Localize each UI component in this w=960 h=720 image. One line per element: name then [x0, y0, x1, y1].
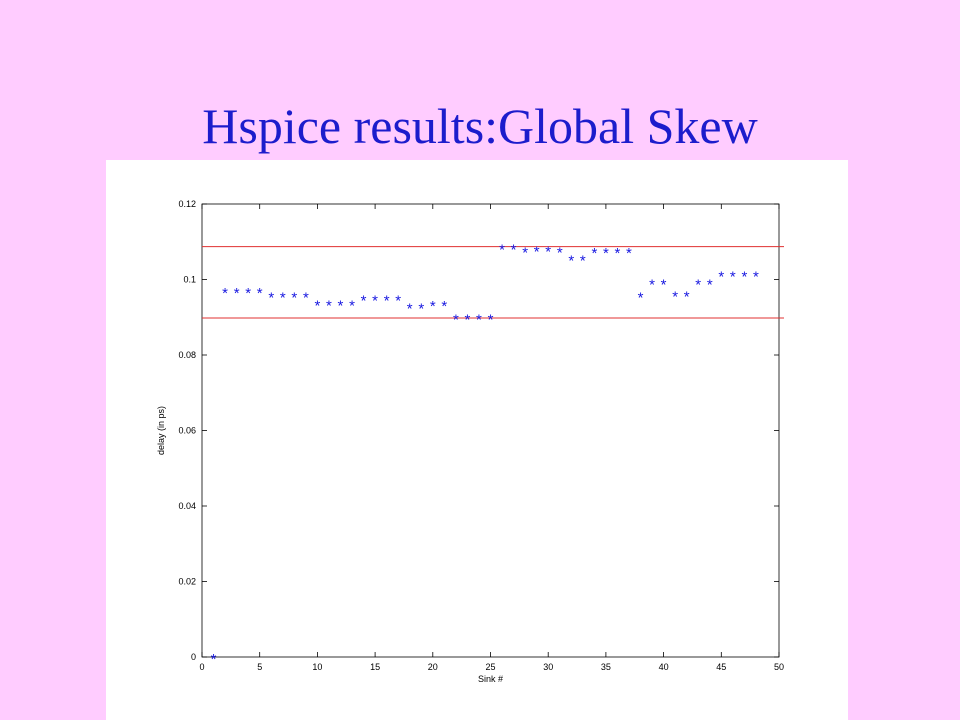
data-point: *: [464, 311, 470, 328]
plot-frame: [201, 203, 780, 658]
data-point: *: [730, 269, 736, 286]
data-point: *: [441, 298, 447, 315]
data-point: *: [372, 292, 378, 309]
data-point: *: [741, 269, 747, 286]
y-tick-label: 0.08: [178, 350, 196, 360]
data-point: *: [430, 298, 436, 315]
y-tick-label: 0.02: [178, 577, 196, 587]
data-point: *: [522, 244, 528, 261]
x-axis-label: Sink #: [478, 674, 503, 684]
y-tick-label: 0.12: [178, 199, 196, 209]
data-point: *: [511, 241, 517, 258]
x-tick-label: 10: [312, 662, 322, 672]
data-point: *: [661, 277, 667, 294]
data-point: *: [234, 285, 240, 302]
slide-title: Hspice results:Global Skew: [202, 98, 758, 154]
data-point: *: [314, 297, 320, 314]
data-point: *: [499, 241, 505, 258]
data-point: *: [534, 243, 540, 260]
data-point: *: [418, 301, 424, 318]
data-point: *: [753, 269, 759, 286]
data-point: *: [326, 297, 332, 314]
data-point: *: [591, 245, 597, 262]
data-point: *: [453, 311, 459, 328]
data-point: *: [707, 277, 713, 294]
data-point: *: [615, 245, 621, 262]
y-axis-label: delay (in ps): [156, 406, 166, 455]
x-tick-label: 15: [370, 662, 380, 672]
y-tick-label: 0: [191, 652, 196, 662]
x-tick-label: 25: [485, 662, 495, 672]
data-point: *: [580, 253, 586, 270]
x-tick-label: 5: [257, 662, 262, 672]
data-point: *: [557, 244, 563, 261]
data-point: *: [407, 301, 413, 318]
x-tick-label: 50: [774, 662, 784, 672]
data-point: *: [222, 285, 228, 302]
scatter-plot: 0 5 10 15 20 25 30 35 40 45 50 0 0.02 0.04 0.06 0.08 0.1…: [156, 199, 784, 684]
data-point: *: [245, 285, 251, 302]
data-point: *: [649, 277, 655, 294]
data-point: *: [638, 289, 644, 306]
data-point: *: [626, 245, 632, 262]
data-point: *: [488, 311, 494, 328]
x-tick-label: 0: [199, 662, 204, 672]
data-point: *: [476, 311, 482, 328]
x-tick-label: 20: [428, 662, 438, 672]
y-tick-label: 0.04: [178, 501, 196, 511]
data-point: *: [338, 297, 344, 314]
data-point: *: [568, 253, 574, 270]
data-point: *: [291, 290, 297, 307]
data-point: *: [211, 651, 217, 668]
data-point: *: [718, 269, 724, 286]
data-point: *: [257, 285, 263, 302]
data-point: *: [303, 290, 309, 307]
chart-figure: 0 5 10 15 20 25 30 35 40 45 50 0 0.02 0.04 0.06 0.08 0.1…: [106, 160, 848, 720]
data-point: *: [349, 297, 355, 314]
data-point: *: [684, 289, 690, 306]
data-point: *: [395, 292, 401, 309]
x-tick-label: 45: [716, 662, 726, 672]
data-point: *: [672, 289, 678, 306]
x-tick-label: 40: [659, 662, 669, 672]
y-tick-label: 0.06: [178, 426, 196, 436]
data-point: *: [268, 290, 274, 307]
x-tick-label: 35: [601, 662, 611, 672]
x-tick-label: 30: [543, 662, 553, 672]
data-point: *: [361, 292, 367, 309]
y-tick-label: 0.1: [183, 275, 196, 285]
data-point: *: [695, 277, 701, 294]
data-point: *: [603, 245, 609, 262]
data-point: *: [280, 290, 286, 307]
data-point: *: [384, 292, 390, 309]
data-point: *: [545, 243, 551, 260]
